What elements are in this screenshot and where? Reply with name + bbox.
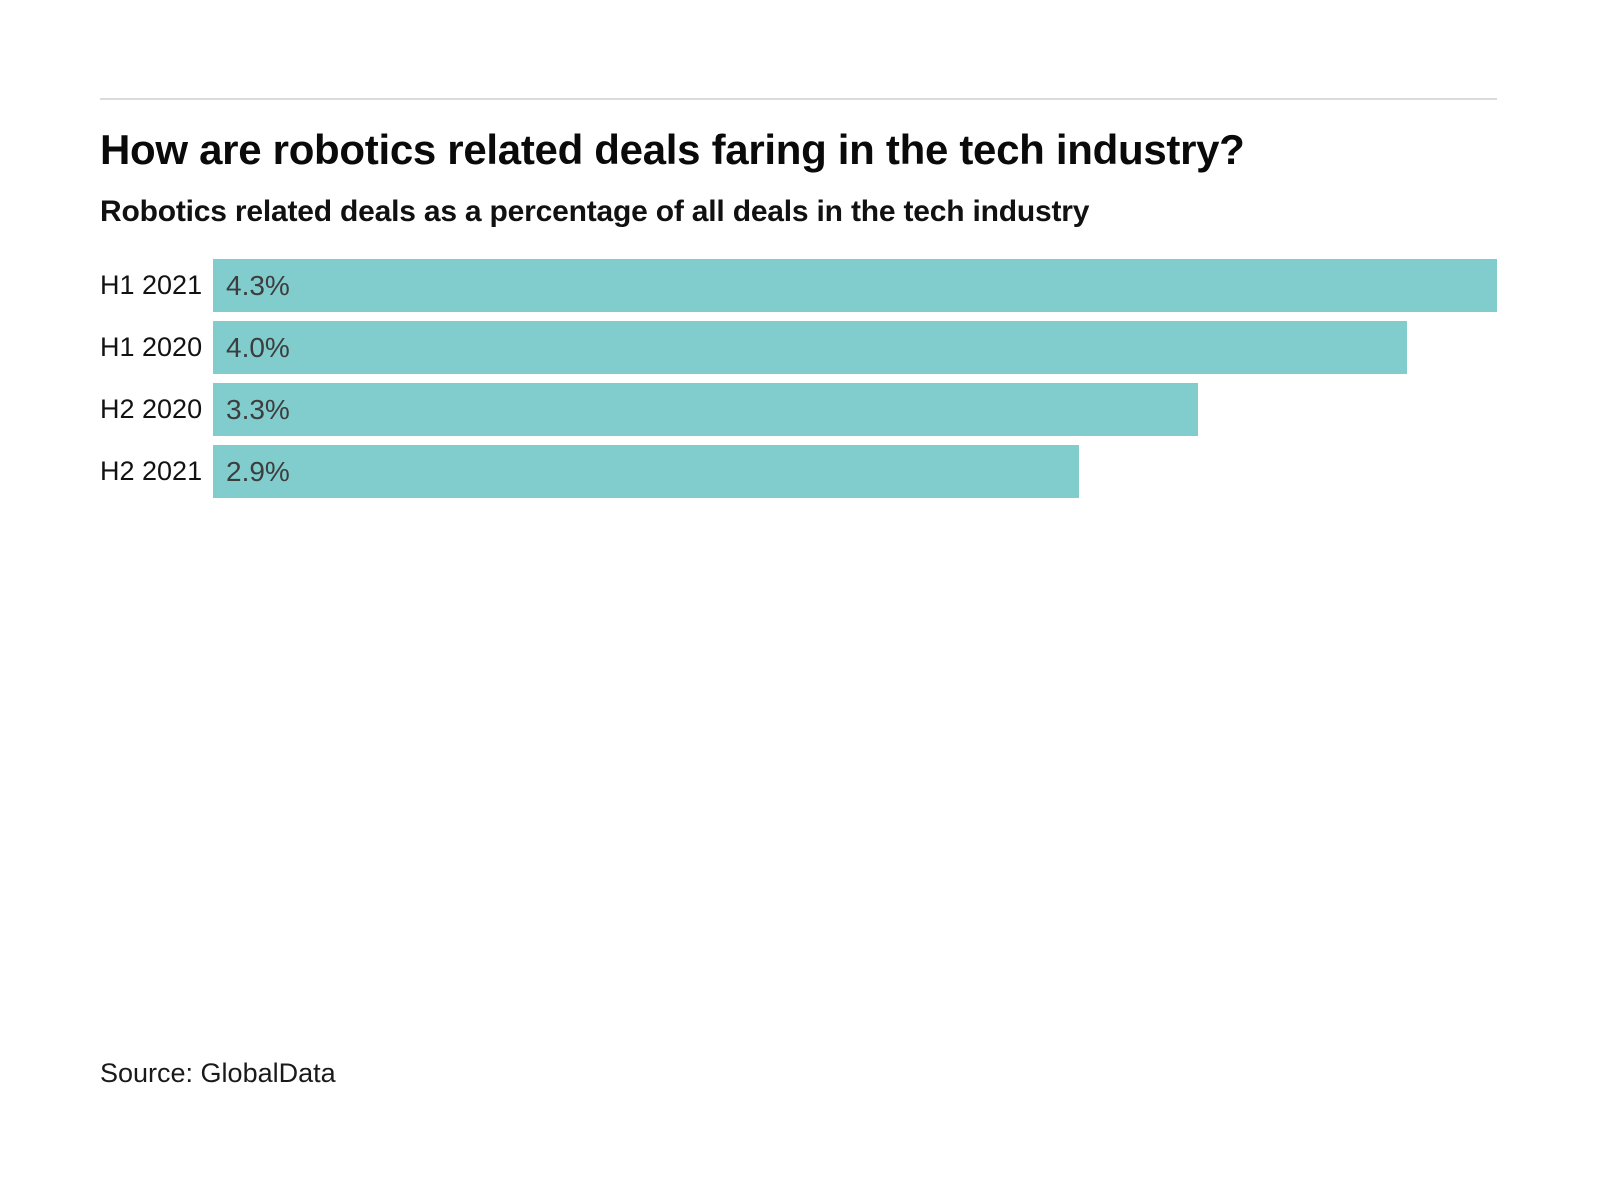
chart-row: H2 2020 3.3% [100, 383, 1497, 436]
chart-row: H1 2020 4.0% [100, 321, 1497, 374]
category-label: H1 2021 [100, 270, 203, 300]
chart-subtitle: Robotics related deals as a percentage o… [100, 195, 1090, 228]
chart-row: H1 2021 4.3% [100, 259, 1497, 312]
bar: 4.3% [213, 259, 1497, 312]
value-label: 4.3% [226, 269, 290, 301]
chart-title: How are robotics related deals faring in… [100, 126, 1245, 173]
category-label: H2 2020 [100, 394, 203, 424]
source-label: Source: GlobalData [100, 1058, 336, 1088]
bar-chart: H1 2021 4.3% H1 2020 4.0% H2 2020 3.3% H2 2021… [100, 259, 1497, 507]
value-label: 2.9% [226, 455, 290, 487]
top-divider [100, 98, 1497, 100]
bar: 2.9% [213, 445, 1079, 498]
bar: 4.0% [213, 321, 1408, 374]
chart-row: H2 2021 2.9% [100, 445, 1497, 498]
bar-track: 4.3% [213, 259, 1497, 312]
category-label: H1 2020 [100, 332, 203, 362]
bar-track: 2.9% [213, 445, 1497, 498]
category-label: H2 2021 [100, 456, 203, 486]
value-label: 3.3% [226, 393, 290, 425]
value-label: 4.0% [226, 331, 290, 363]
bar: 3.3% [213, 383, 1199, 436]
bar-track: 3.3% [213, 383, 1497, 436]
bar-track: 4.0% [213, 321, 1497, 374]
